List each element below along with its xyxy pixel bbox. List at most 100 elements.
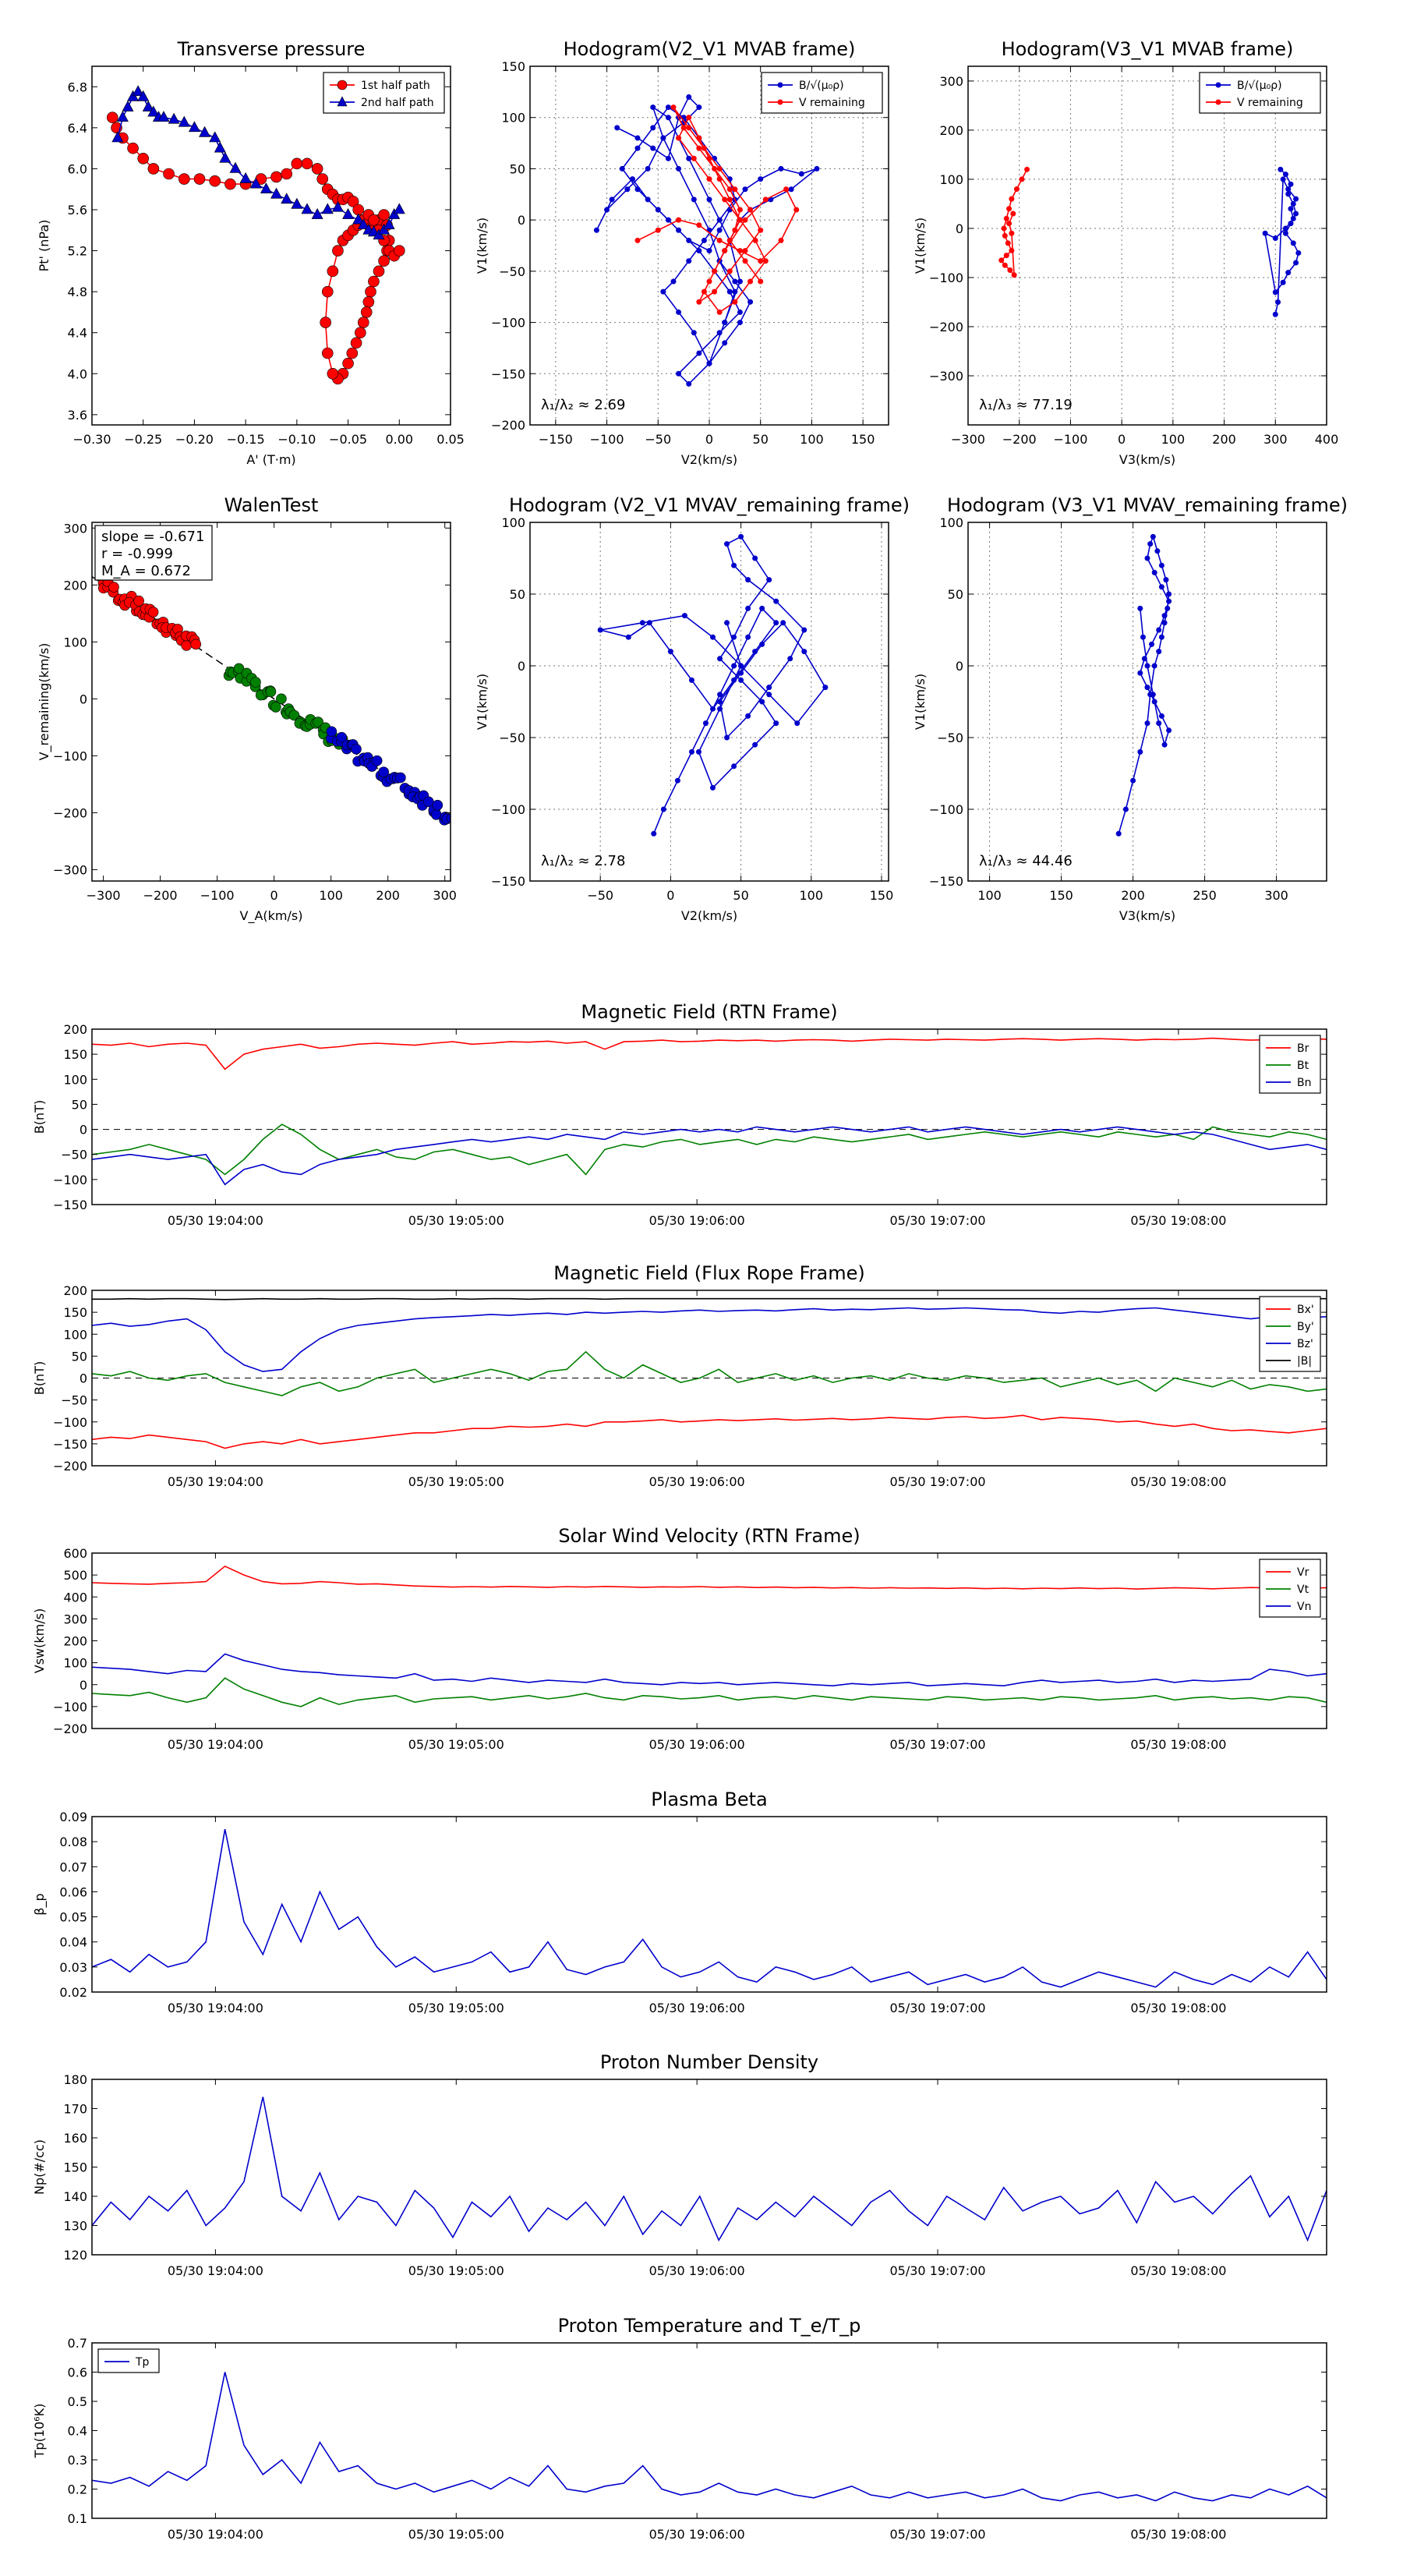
plot-frame xyxy=(91,2079,1327,2256)
data-point xyxy=(798,171,804,177)
data-point xyxy=(260,182,272,194)
data-point xyxy=(137,90,150,101)
data-point xyxy=(747,278,754,285)
scatter-point xyxy=(288,709,300,721)
data-point xyxy=(646,620,652,626)
data-point xyxy=(1295,249,1302,256)
data-point xyxy=(691,330,697,336)
series-line-Bx' xyxy=(92,1414,1327,1449)
y-tick-label: 180 xyxy=(63,2072,87,2087)
x-tick-label: 05/30 19:07:00 xyxy=(890,2001,986,2015)
chart-title: Hodogram(V3_V1 MVAB frame) xyxy=(1002,38,1294,60)
y-axis-label: V_remaining(km/s) xyxy=(37,643,52,761)
scatter-point xyxy=(147,607,159,617)
chart-title: Hodogram (V3_V1 MVAV_remaining frame) xyxy=(947,494,1348,516)
y-tick-label: 6.0 xyxy=(68,161,87,176)
data-point xyxy=(712,288,718,295)
data-point xyxy=(1144,685,1150,691)
legend-label: Vr xyxy=(1297,1566,1309,1579)
x-tick-label: −100 xyxy=(590,432,624,447)
data-point xyxy=(178,115,190,127)
data-point xyxy=(701,288,707,295)
data-point xyxy=(752,237,758,243)
x-tick-label: 05/30 19:07:00 xyxy=(890,1737,986,1752)
chart-walen: WalenTest −300 −200 −100 0 100 200 300 −300 −200 −… xyxy=(37,494,457,924)
scatter-point xyxy=(371,755,383,766)
x-tick-label: 05/30 19:07:00 xyxy=(890,1213,986,1228)
y-axis-label: Tp(10⁶K) xyxy=(32,2404,47,2459)
legend-box xyxy=(761,72,883,114)
data-point xyxy=(716,227,723,233)
scatter-point xyxy=(395,772,406,784)
data-point xyxy=(346,347,359,359)
x-tick-label: −200 xyxy=(1002,432,1037,447)
x-tick-label: 05/30 19:06:00 xyxy=(649,1474,745,1489)
data-point xyxy=(1282,225,1288,232)
y-tick-label: 0.07 xyxy=(59,1859,87,1874)
data-point xyxy=(706,155,712,161)
data-point xyxy=(619,165,625,172)
data-point xyxy=(752,555,758,561)
y-tick-label: 120 xyxy=(63,2248,87,2263)
data-point xyxy=(655,207,661,213)
data-point xyxy=(639,620,645,626)
y-tick-label: −100 xyxy=(53,748,87,763)
data-point xyxy=(737,320,743,326)
data-point xyxy=(393,203,405,214)
plot-frame xyxy=(91,522,451,882)
chart-hodo3: Hodogram (V2_V1 MVAV_remaining frame) −15… xyxy=(475,494,910,923)
data-point xyxy=(745,634,751,640)
x-tick-label: 05/30 19:04:00 xyxy=(168,1213,263,1228)
legend-marker xyxy=(1215,99,1221,105)
legend-box xyxy=(1259,1559,1321,1618)
data-point xyxy=(645,196,651,203)
plot-area xyxy=(92,1037,1327,1186)
x-tick-label: 0 xyxy=(666,888,674,903)
data-point xyxy=(1166,598,1172,604)
data-point xyxy=(724,541,730,547)
data-point xyxy=(702,720,709,727)
x-tick-label: 0 xyxy=(1118,432,1126,447)
x-tick-label: 150 xyxy=(1049,888,1073,903)
data-point xyxy=(1009,247,1015,253)
data-point xyxy=(731,663,737,669)
data-point xyxy=(783,186,790,193)
x-axis-label: V3(km/s) xyxy=(1119,452,1175,467)
x-tick-label: 50 xyxy=(753,432,769,447)
y-tick-label: 200 xyxy=(939,123,963,138)
data-point xyxy=(665,104,671,111)
scatter-point xyxy=(351,743,362,755)
data-point xyxy=(1137,670,1143,676)
y-tick-label: 300 xyxy=(63,1612,87,1626)
data-point xyxy=(778,165,784,172)
y-tick-label: 100 xyxy=(63,1072,87,1087)
data-point xyxy=(1272,289,1278,295)
y-tick-label: 50 xyxy=(72,1349,87,1364)
data-point xyxy=(738,663,744,669)
data-point xyxy=(1137,748,1143,755)
data-point xyxy=(758,258,764,264)
x-tick-label: 0.05 xyxy=(436,432,465,447)
series-line-data xyxy=(92,2097,1327,2242)
data-point xyxy=(270,171,282,183)
data-point xyxy=(732,299,738,305)
y-tick-label: 50 xyxy=(948,587,963,602)
y-axis-label: B(nT) xyxy=(32,1100,47,1134)
chart-ts_beta: Plasma Beta 0.02 0.03 0.04 0.05 0.06 0.07 0.08 0… xyxy=(32,1789,1327,2015)
data-point xyxy=(321,285,334,298)
data-point xyxy=(1166,591,1172,597)
legend-label: Vn xyxy=(1297,1601,1311,1613)
y-tick-label: 300 xyxy=(63,521,87,536)
x-tick-label: −0.05 xyxy=(329,432,367,447)
y-tick-label: 150 xyxy=(63,2160,87,2175)
data-point xyxy=(773,598,779,604)
x-tick-label: 05/30 19:08:00 xyxy=(1130,1737,1226,1752)
data-point xyxy=(1007,267,1013,274)
y-tick-label: 0.04 xyxy=(59,1935,87,1950)
x-tick-label: −0.10 xyxy=(277,432,316,447)
data-point xyxy=(239,172,252,183)
y-axis-label: V1(km/s) xyxy=(475,674,489,730)
series-line-|B| xyxy=(92,1297,1327,1300)
data-point xyxy=(127,142,139,154)
data-point xyxy=(670,104,677,111)
